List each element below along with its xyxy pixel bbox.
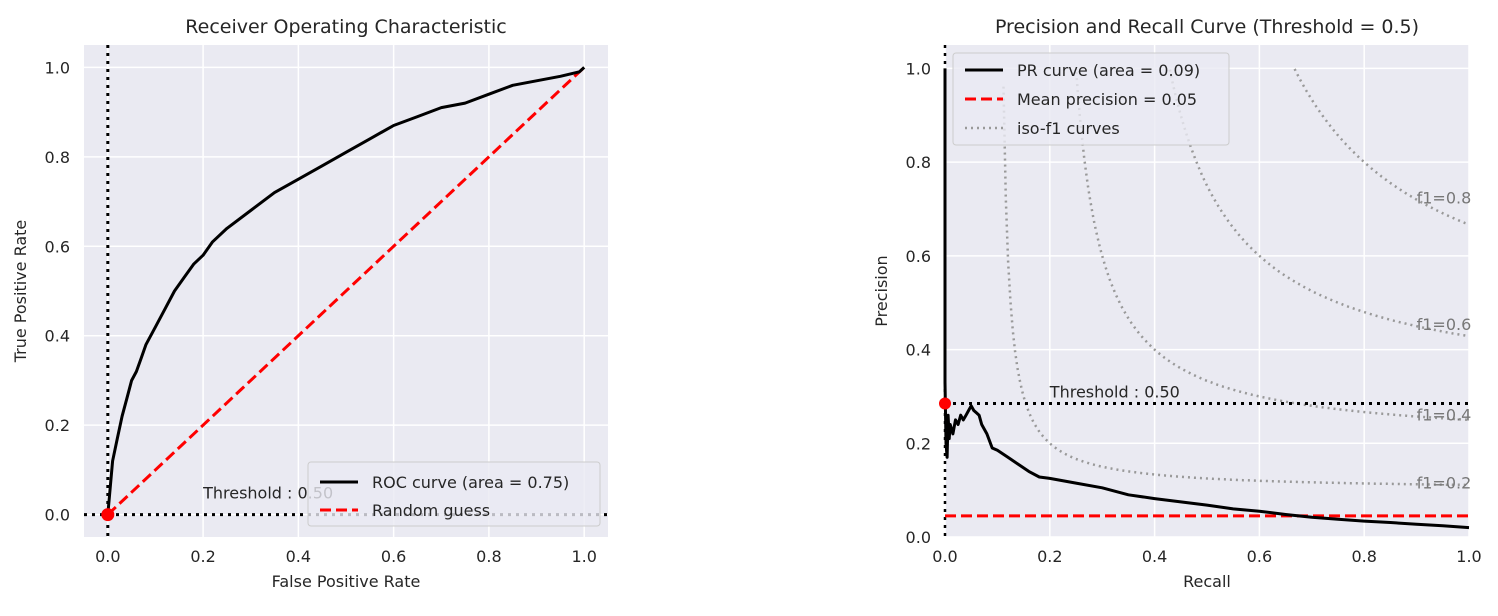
pr-chart: 0.0 0.2 0.4 0.6 0.8 1.0 0.0 0.2 0.4 0.6 0.8 1.0 Pre… bbox=[872, 16, 1482, 591]
f1-label-0-4: f1=0.4 bbox=[1417, 406, 1472, 425]
y-tick-label: 1.0 bbox=[45, 58, 70, 77]
roc-legend-label-roc: ROC curve (area = 0.75) bbox=[372, 473, 569, 492]
roc-curve-line bbox=[106, 66, 586, 515]
f1-label-0-6: f1=0.6 bbox=[1417, 315, 1472, 334]
x-tick-label: 0.0 bbox=[932, 547, 957, 566]
f1-label-0-8: f1=0.8 bbox=[1417, 189, 1472, 208]
pr-threshold-label: Threshold : 0.50 bbox=[1049, 383, 1180, 402]
roc-y-axis-label: True Positive Rate bbox=[11, 220, 30, 364]
roc-x-axis-label: False Positive Rate bbox=[272, 572, 421, 591]
roc-chart: 0.0 0.2 0.4 0.6 0.8 1.0 0.0 0.2 0.4 0.6 0.8 1.0 Rec… bbox=[11, 16, 608, 591]
pr-legend: PR curve (area = 0.09) Mean precision = … bbox=[952, 52, 1230, 146]
f1-label-0-2: f1=0.2 bbox=[1417, 473, 1472, 492]
roc-legend: ROC curve (area = 0.75) Random guess bbox=[307, 461, 601, 527]
roc-title: Receiver Operating Characteristic bbox=[185, 16, 506, 38]
pr-legend-label-isof1: iso-f1 curves bbox=[1017, 119, 1120, 138]
pr-f1-labels: f1=0.2 f1=0.4 f1=0.6 f1=0.8 bbox=[1417, 189, 1472, 493]
x-tick-label: 0.4 bbox=[1142, 547, 1167, 566]
roc-grid bbox=[84, 45, 608, 537]
iso-f1-curve bbox=[1293, 68, 1470, 226]
pr-legend-label-mean: Mean precision = 0.05 bbox=[1017, 90, 1197, 109]
pr-x-axis-label: Recall bbox=[1183, 572, 1231, 591]
roc-legend-box bbox=[307, 461, 601, 527]
y-tick-label: 0.8 bbox=[906, 153, 931, 172]
y-tick-label: 0.8 bbox=[45, 148, 70, 167]
roc-threshold-label: Threshold : 0.50 bbox=[202, 483, 333, 502]
roc-legend-label-random: Random guess bbox=[372, 501, 490, 520]
y-tick-label: 0.6 bbox=[45, 237, 70, 256]
roc-threshold-point bbox=[101, 508, 115, 522]
y-tick-label: 0.0 bbox=[906, 528, 931, 547]
pr-curve-line bbox=[943, 68, 1470, 530]
x-tick-label: 0.6 bbox=[1247, 547, 1272, 566]
x-tick-label: 0.2 bbox=[190, 547, 215, 566]
x-tick-label: 0.4 bbox=[286, 547, 311, 566]
iso-f1-curve bbox=[1002, 86, 1469, 487]
pr-title: Precision and Recall Curve (Threshold = … bbox=[995, 16, 1419, 38]
y-tick-label: 0.4 bbox=[45, 327, 70, 346]
iso-f1-curve bbox=[1075, 72, 1470, 422]
x-tick-label: 0.8 bbox=[476, 547, 501, 566]
pr-legend-box bbox=[952, 52, 1230, 146]
roc-series bbox=[84, 45, 608, 537]
x-tick-label: 0.2 bbox=[1037, 547, 1062, 566]
y-tick-label: 0.0 bbox=[45, 506, 70, 525]
pr-legend-label-pr: PR curve (area = 0.09) bbox=[1017, 61, 1200, 80]
y-tick-label: 0.4 bbox=[906, 341, 931, 360]
x-tick-label: 0.6 bbox=[381, 547, 406, 566]
pr-series bbox=[939, 45, 1470, 537]
x-tick-label: 0.0 bbox=[95, 547, 120, 566]
pr-y-axis-label: Precision bbox=[872, 255, 891, 326]
roc-random-line bbox=[106, 66, 586, 516]
y-tick-label: 0.2 bbox=[45, 416, 70, 435]
x-tick-label: 1.0 bbox=[1456, 547, 1481, 566]
roc-ticks: 0.0 0.2 0.4 0.6 0.8 1.0 0.0 0.2 0.4 0.6 0.8 1.0 bbox=[45, 58, 597, 566]
pr-ticks: 0.0 0.2 0.4 0.6 0.8 1.0 0.0 0.2 0.4 0.6 0.8 1.0 bbox=[906, 59, 1482, 566]
y-tick-label: 0.6 bbox=[906, 247, 931, 266]
pr-threshold-point bbox=[939, 397, 951, 410]
y-tick-label: 0.2 bbox=[906, 434, 931, 453]
x-tick-label: 0.8 bbox=[1351, 547, 1376, 566]
x-tick-label: 1.0 bbox=[571, 547, 596, 566]
y-tick-label: 1.0 bbox=[906, 59, 931, 78]
